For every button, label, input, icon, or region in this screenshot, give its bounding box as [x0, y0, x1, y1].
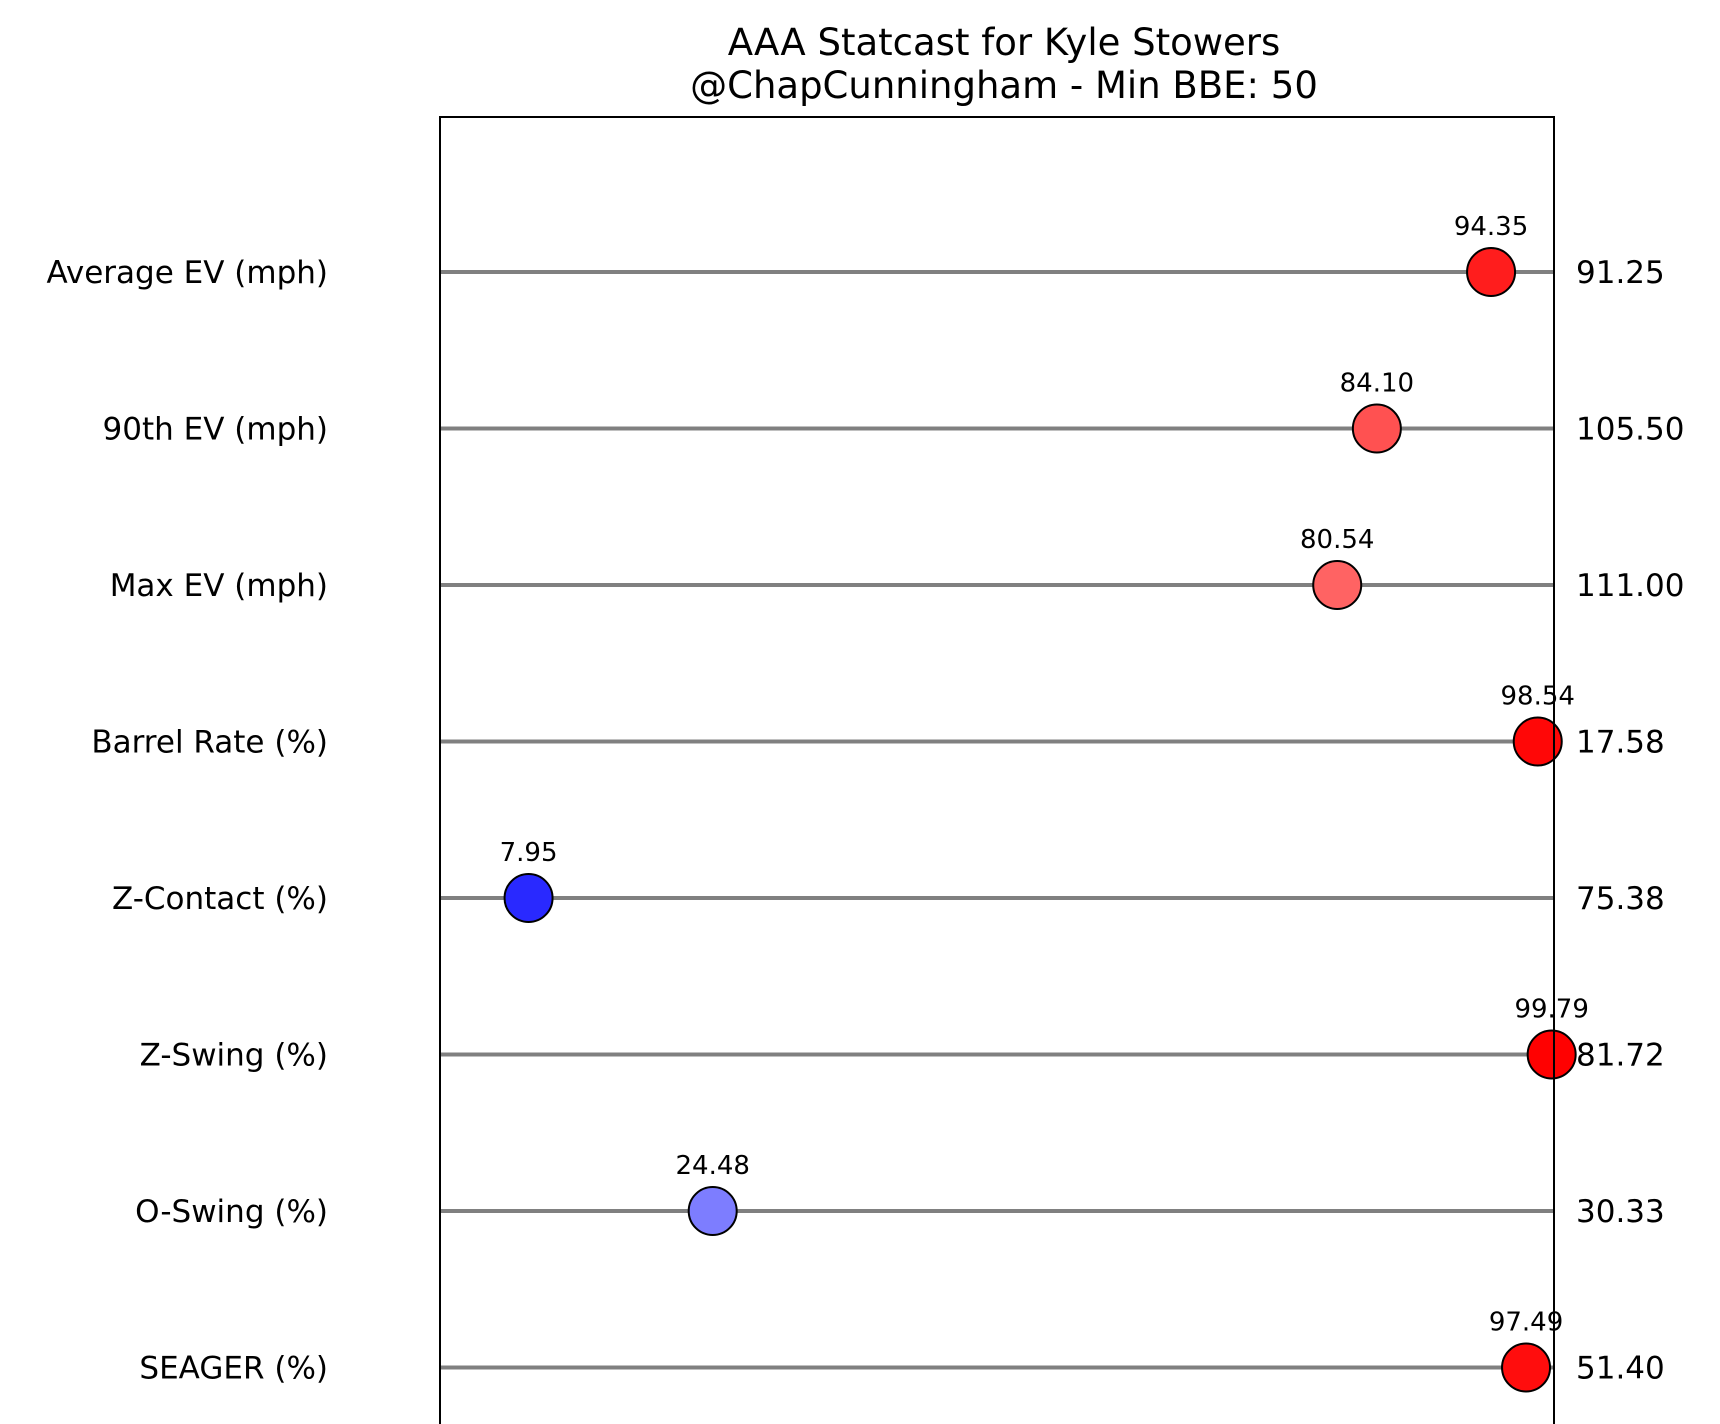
category-label: Z-Swing (%) [140, 1038, 328, 1074]
percentile-label: 7.95 [500, 838, 558, 868]
percentile-label: 99.79 [1514, 995, 1588, 1025]
chart-subtitle: @ChapCunningham - Min BBE: 50 [690, 64, 1318, 107]
category-label: Average EV (mph) [46, 255, 328, 291]
raw-value-label: 51.40 [1576, 1351, 1665, 1387]
raw-value-label: 81.72 [1576, 1038, 1665, 1074]
percentile-point [503, 873, 554, 923]
percentile-point [1501, 1342, 1552, 1393]
category-label: Max EV (mph) [110, 568, 328, 604]
percentile-point [687, 1186, 738, 1236]
category-label: Z-Contact (%) [112, 881, 328, 917]
percentile-label: 84.10 [1340, 369, 1414, 399]
raw-value-label: 111.00 [1576, 568, 1684, 604]
raw-value-label: 91.25 [1576, 255, 1665, 291]
plot-frame [439, 116, 1555, 1424]
raw-value-label: 105.50 [1576, 412, 1684, 448]
category-label: O-Swing (%) [135, 1194, 328, 1230]
category-label: Barrel Rate (%) [91, 725, 328, 761]
rows: Average EV (mph) 94.35 91.25 90th EV (mph) 8… [46, 212, 1684, 1393]
percentile-point [1312, 560, 1363, 610]
percentile-point [1512, 716, 1563, 767]
raw-value-label: 75.38 [1576, 881, 1665, 917]
raw-value-label: 17.58 [1576, 725, 1665, 761]
percentile-label: 80.54 [1300, 525, 1374, 555]
percentile-point [1466, 247, 1517, 297]
percentile-label: 97.49 [1489, 1308, 1563, 1338]
percentile-label: 98.54 [1501, 682, 1575, 712]
category-label: 90th EV (mph) [103, 412, 328, 448]
chart-title: AAA Statcast for Kyle Stowers [728, 21, 1281, 64]
percentile-label: 94.35 [1454, 212, 1528, 242]
percentile-label: 24.48 [675, 1151, 749, 1181]
percentile-point [1351, 403, 1402, 454]
raw-value-label: 30.33 [1576, 1194, 1665, 1230]
category-label: SEAGER (%) [139, 1351, 328, 1387]
percentile-point [1526, 1029, 1577, 1080]
